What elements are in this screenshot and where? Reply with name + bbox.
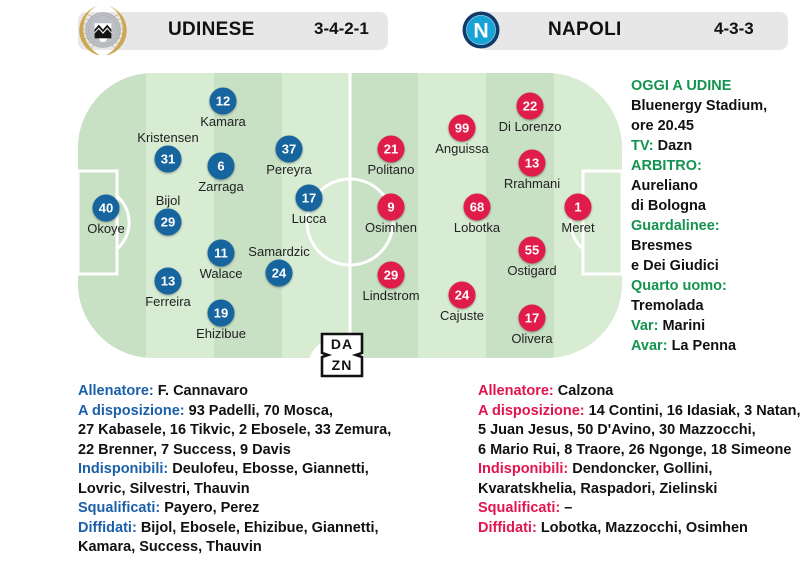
svg-text:DA: DA [331, 336, 353, 352]
svg-text:ZN: ZN [332, 357, 353, 373]
svg-text:N: N [473, 18, 488, 42]
